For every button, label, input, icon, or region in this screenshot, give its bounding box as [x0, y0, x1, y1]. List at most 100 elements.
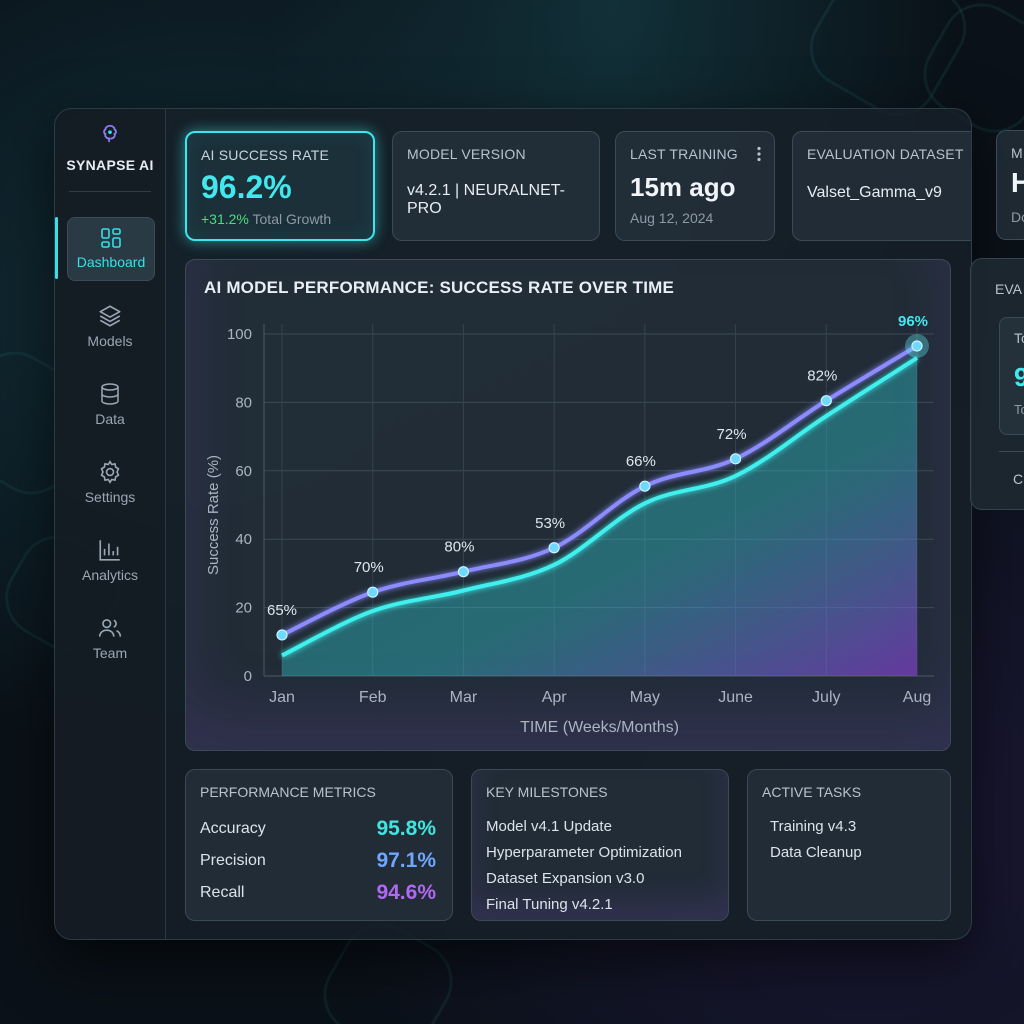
card-title: KEY MILESTONES — [486, 784, 608, 800]
dashboard-window: SYNAPSE AI Dashboard Models Data Setting… — [54, 108, 972, 940]
sidebar-item-label: Analytics — [81, 567, 139, 583]
milestone-item[interactable]: Model v4.1 Update — [486, 818, 612, 835]
panel-title: EVA — [995, 281, 1022, 297]
sidebar-item-label: Team — [92, 645, 128, 661]
sidebar-item-label: Data — [95, 411, 125, 427]
sidebar-item-label: Settings — [84, 489, 136, 505]
y-tick-label: 80 — [235, 394, 252, 411]
success-rate-chart: 0 20 40 60 80 100 Jan Feb Mar Apr May June July Aug TI… — [205, 313, 934, 736]
panel-footer: C — [1013, 471, 1024, 487]
data-point — [367, 586, 379, 598]
dashboard-icon — [68, 226, 154, 250]
active-indicator — [55, 217, 58, 279]
data-point — [276, 629, 288, 641]
card-title: AI SUCCESS RATE — [201, 147, 329, 163]
growth-label: Total Growth — [252, 211, 332, 227]
metric-value: 94.6% — [376, 881, 436, 904]
partial-kpi-value: H — [1011, 167, 1024, 198]
sidebar-item-data[interactable]: Data — [67, 373, 153, 435]
last-training-date: Aug 12, 2024 — [630, 210, 714, 226]
chart-title: AI MODEL PERFORMANCE: SUCCESS RATE OVER … — [204, 278, 675, 297]
data-label: 82% — [807, 368, 837, 385]
panel-card[interactable]: To 9 To — [999, 317, 1024, 435]
sidebar-item-label: Dashboard — [76, 254, 146, 270]
x-tick-label: May — [630, 689, 660, 706]
last-training-value: 15m ago — [630, 172, 736, 202]
model-version-value: v4.2.1 | NEURALNET-PRO — [407, 182, 565, 217]
data-label: 65% — [267, 602, 297, 619]
y-tick-label: 100 — [227, 326, 252, 343]
card-title: LAST TRAINING — [630, 146, 738, 162]
evaluation-dataset-card[interactable]: EVALUATION DATASET Valset_Gamma_v9 — [792, 131, 971, 241]
brand-name: SYNAPSE AI — [66, 157, 154, 173]
y-axis-label: Success Rate (%) — [205, 455, 222, 575]
x-tick-label: July — [812, 689, 840, 706]
milestone-item[interactable]: Dataset Expansion v3.0 — [486, 870, 645, 887]
card-title: ACTIVE TASKS — [762, 784, 862, 800]
x-tick-label: Feb — [359, 689, 387, 706]
sidebar-item-label: Models — [87, 333, 133, 349]
y-tick-label: 60 — [235, 463, 252, 480]
data-label: 66% — [626, 453, 656, 470]
x-tick-label: June — [718, 689, 753, 706]
layers-icon — [67, 303, 153, 329]
metric-label: Precision — [200, 852, 266, 869]
sidebar-item-settings[interactable]: Settings — [67, 451, 153, 513]
data-label: 53% — [535, 515, 565, 532]
data-point — [911, 340, 923, 352]
x-tick-label: Mar — [450, 689, 478, 706]
performance-chart-card: AI MODEL PERFORMANCE: SUCCESS RATE OVER … — [185, 259, 951, 751]
bar-chart-icon — [67, 537, 153, 563]
partial-kpi-card[interactable]: M H Do — [996, 130, 1024, 240]
sidebar-item-analytics[interactable]: Analytics — [67, 529, 153, 591]
task-item[interactable]: Training v4.3 — [770, 818, 857, 835]
data-point — [548, 542, 560, 554]
data-label: 70% — [354, 559, 384, 576]
card-title: PERFORMANCE METRICS — [200, 784, 376, 800]
y-tick-label: 0 — [244, 668, 252, 685]
task-item[interactable]: Data Cleanup — [770, 844, 862, 861]
success-rate-value: 96.2% — [201, 169, 292, 205]
data-point — [820, 395, 832, 407]
data-point — [639, 480, 651, 492]
x-tick-label: Aug — [903, 689, 931, 706]
data-point — [457, 566, 470, 578]
data-label: 96% — [898, 313, 928, 330]
metric-row-precision: Precision 97.1% — [200, 849, 436, 872]
partial-kpi-sub: Do — [1011, 209, 1024, 225]
data-label: 72% — [717, 426, 747, 443]
milestone-item[interactable]: Final Tuning v4.2.1 — [486, 896, 613, 913]
panel-card-sub: To — [1014, 402, 1024, 417]
metric-label: Accuracy — [200, 820, 266, 837]
model-version-card[interactable]: MODEL VERSION v4.2.1 | NEURALNET-PRO — [392, 131, 600, 241]
growth-text: +31.2% Total Growth — [201, 211, 331, 227]
last-training-card[interactable]: LAST TRAINING 15m ago Aug 12, 2024 — [615, 131, 775, 241]
success-rate-card[interactable]: AI SUCCESS RATE 96.2% +31.2% Total Growt… — [185, 131, 375, 241]
y-tick-label: 20 — [235, 600, 252, 617]
card-title: MODEL VERSION — [407, 146, 526, 162]
active-tasks-card: ACTIVE TASKS Training v4.3 Data Cleanup — [747, 769, 951, 921]
metric-label: Recall — [200, 884, 245, 901]
gear-icon — [67, 459, 153, 485]
x-tick-label: Jan — [269, 689, 295, 706]
card-title: M — [1011, 145, 1023, 161]
brain-logo-icon — [55, 123, 165, 151]
metric-row-accuracy: Accuracy 95.8% — [200, 817, 436, 840]
metric-value: 97.1% — [376, 849, 436, 872]
sidebar-item-team[interactable]: Team — [67, 607, 153, 669]
evaluation-side-panel: EVA To 9 To C — [970, 258, 1024, 510]
card-title: EVALUATION DATASET — [807, 146, 964, 162]
performance-metrics-card: PERFORMANCE METRICS Accuracy 95.8% Preci… — [185, 769, 453, 921]
sidebar-item-dashboard[interactable]: Dashboard — [67, 217, 155, 281]
metric-row-recall: Recall 94.6% — [200, 881, 436, 904]
sidebar-item-models[interactable]: Models — [67, 295, 153, 357]
sidebar: SYNAPSE AI Dashboard Models Data Setting… — [55, 109, 166, 939]
x-tick-label: Apr — [542, 689, 568, 706]
key-milestones-card: KEY MILESTONES Model v4.1 Update Hyperpa… — [471, 769, 729, 921]
users-icon — [67, 615, 153, 641]
milestone-item[interactable]: Hyperparameter Optimization — [486, 844, 682, 861]
x-axis-label: TIME (Weeks/Months) — [520, 719, 679, 736]
more-options-icon[interactable] — [756, 146, 762, 162]
series-line-lower — [281, 356, 919, 658]
brand: SYNAPSE AI — [55, 123, 165, 173]
